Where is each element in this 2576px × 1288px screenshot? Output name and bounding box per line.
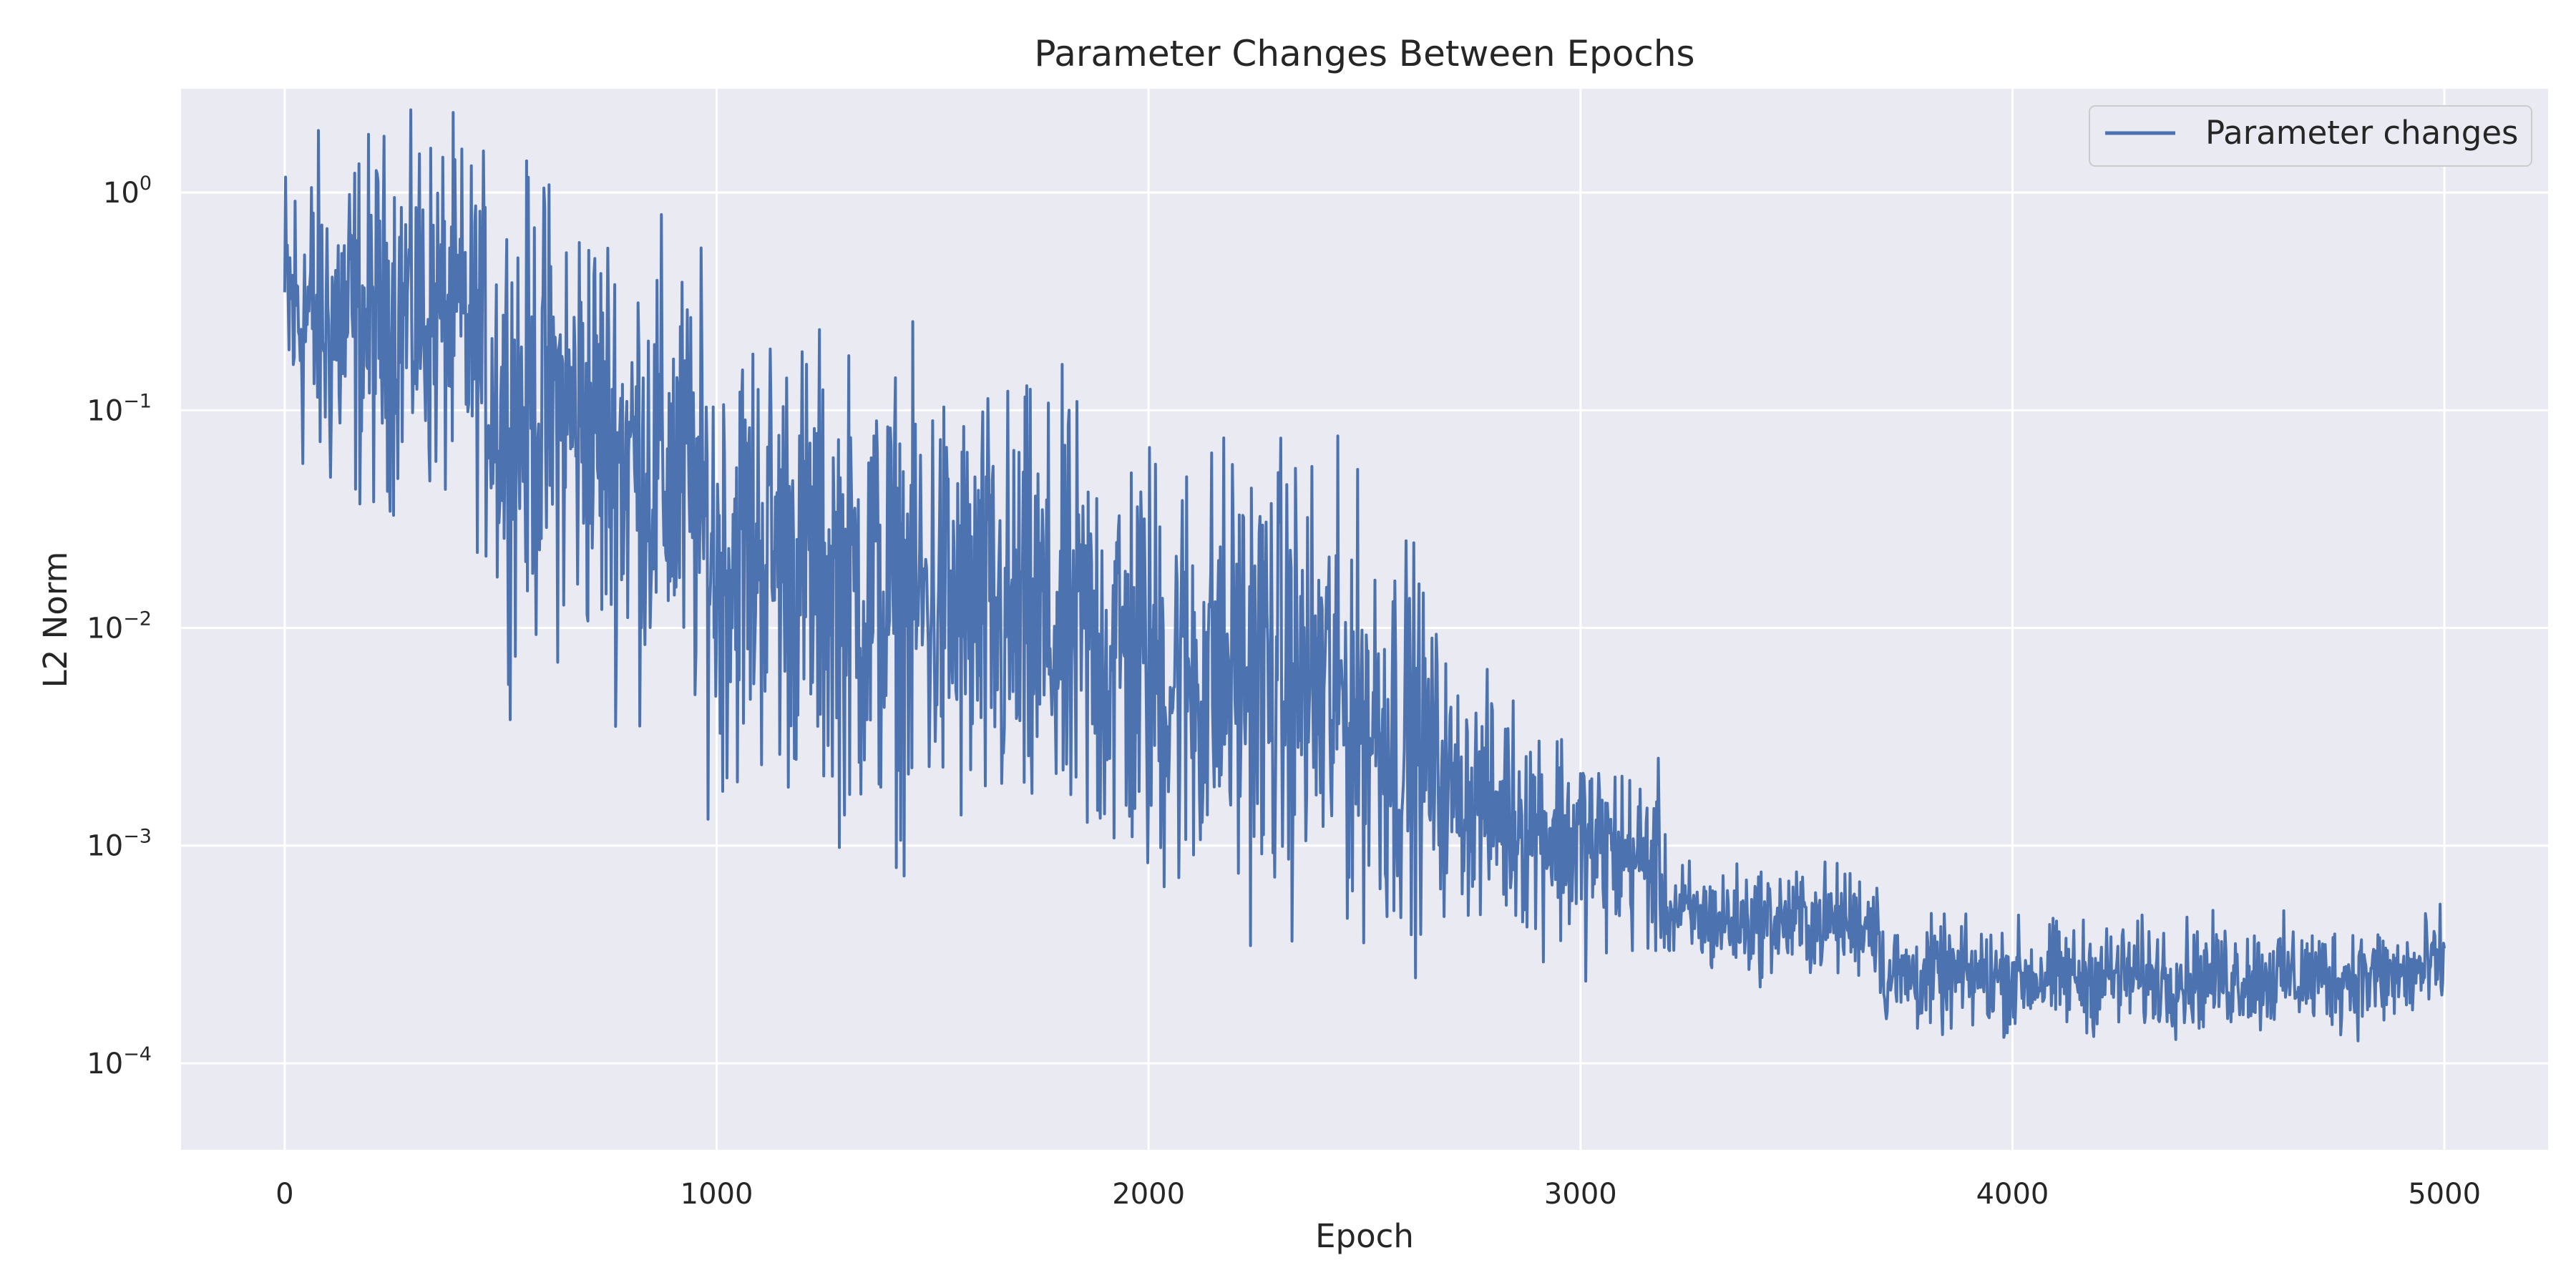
legend-box — [2089, 105, 2532, 167]
x-tick-label: 2000 — [1112, 1178, 1185, 1211]
x-tick-label: 5000 — [2408, 1178, 2481, 1211]
y-tick-label: 100 — [103, 172, 152, 210]
y-tick-label: 10−1 — [87, 390, 152, 427]
chart-title: Parameter Changes Between Epochs — [1034, 33, 1694, 74]
legend: Parameter changes — [2089, 105, 2532, 167]
x-tick-label: 0 — [275, 1178, 293, 1211]
x-axis-label: Epoch — [1315, 1217, 1414, 1255]
series-layer — [283, 108, 2446, 1043]
series-line-parameter-changes — [283, 108, 2446, 1043]
legend-label: Parameter changes — [2205, 114, 2518, 152]
y-tick-label: 10−2 — [87, 608, 152, 645]
x-tick-labels: 0 1000 2000 3000 4000 5000 — [275, 1178, 2481, 1211]
x-tick-label: 1000 — [680, 1178, 753, 1211]
x-tick-label: 4000 — [1976, 1178, 2049, 1211]
y-tick-labels: 100 10−1 10−2 10−3 10−4 — [87, 172, 152, 1080]
y-tick-label: 10−3 — [87, 826, 152, 863]
y-axis-label: L2 Norm — [36, 552, 74, 688]
y-tick-label: 10−4 — [87, 1043, 152, 1080]
x-tick-label: 3000 — [1544, 1178, 1617, 1211]
